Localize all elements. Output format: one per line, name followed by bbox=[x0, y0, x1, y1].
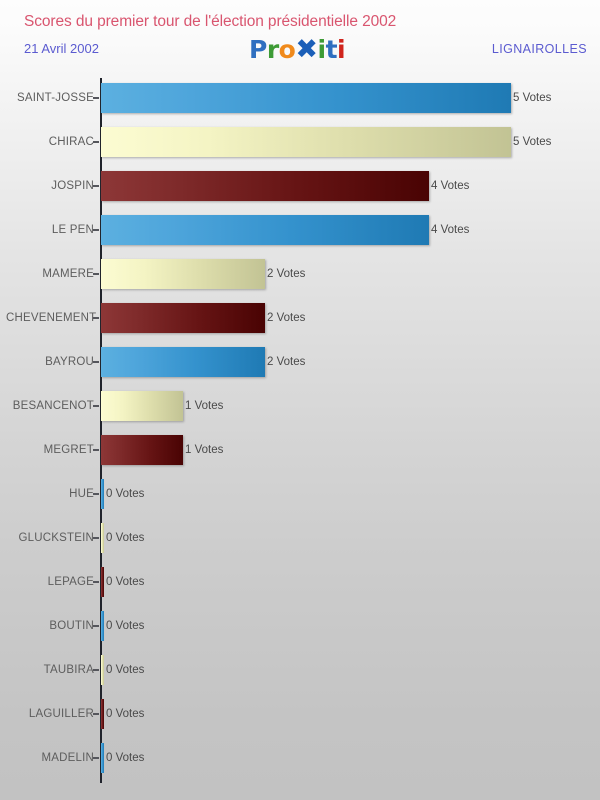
vote-count-label: 4 Votes bbox=[431, 180, 470, 192]
vote-bar[interactable] bbox=[101, 743, 104, 773]
axis-tick bbox=[93, 581, 99, 583]
logo-letter-3: ✖ bbox=[295, 34, 318, 65]
axis-tick bbox=[93, 405, 99, 407]
axis-tick bbox=[93, 185, 99, 187]
candidate-label-madelin: MADELIN bbox=[41, 752, 94, 764]
bar-row: BOUTIN 0 Votes bbox=[0, 611, 600, 641]
vote-bar[interactable] bbox=[101, 83, 511, 113]
candidate-label-mamere: MAMERE bbox=[42, 268, 94, 280]
vote-count-label: 0 Votes bbox=[106, 620, 145, 632]
proxiti-logo: Pro✖iti bbox=[249, 34, 346, 65]
vote-count-label: 0 Votes bbox=[106, 488, 145, 500]
bar-row: MAMERE 2 Votes bbox=[0, 259, 600, 289]
axis-tick bbox=[93, 449, 99, 451]
vote-count-label: 5 Votes bbox=[513, 92, 552, 104]
vote-count-label: 1 Votes bbox=[185, 444, 224, 456]
candidate-label-boutin: BOUTIN bbox=[49, 620, 94, 632]
bar-row: BAYROU 2 Votes bbox=[0, 347, 600, 377]
vote-count-label: 5 Votes bbox=[513, 136, 552, 148]
axis-tick bbox=[93, 361, 99, 363]
axis-tick bbox=[93, 493, 99, 495]
logo-letter-0: P bbox=[249, 35, 267, 64]
axis-tick bbox=[93, 757, 99, 759]
vote-count-label: 2 Votes bbox=[267, 356, 306, 368]
bar-row: BESANCENOT 1 Votes bbox=[0, 391, 600, 421]
candidate-label-bayrou: BAYROU bbox=[45, 356, 94, 368]
logo-letter-2: o bbox=[278, 35, 296, 64]
page-title: Scores du premier tour de l'élection pré… bbox=[24, 13, 397, 30]
axis-tick bbox=[93, 141, 99, 143]
plot-area: SAINT-JOSSE 5 Votes CHIRAC 5 Votes JOSPIN 4 V… bbox=[0, 78, 600, 800]
bar-row: SAINT-JOSSE 5 Votes bbox=[0, 83, 600, 113]
candidate-label-le-pen: LE PEN bbox=[51, 224, 94, 236]
bar-row: CHEVENEMENT 2 Votes bbox=[0, 303, 600, 333]
candidate-label-saint-josse: SAINT-JOSSE bbox=[17, 92, 94, 104]
logo-letter-4: i bbox=[317, 35, 326, 64]
axis-tick bbox=[93, 713, 99, 715]
bar-row: LE PEN 4 Votes bbox=[0, 215, 600, 245]
axis-tick bbox=[93, 97, 99, 99]
vote-count-label: 0 Votes bbox=[106, 708, 145, 720]
vote-count-label: 0 Votes bbox=[106, 576, 145, 588]
bar-row: MADELIN 0 Votes bbox=[0, 743, 600, 773]
candidate-label-jospin: JOSPIN bbox=[51, 180, 94, 192]
vote-count-label: 2 Votes bbox=[267, 268, 306, 280]
bar-row: CHIRAC 5 Votes bbox=[0, 127, 600, 157]
bar-row: TAUBIRA 0 Votes bbox=[0, 655, 600, 685]
vote-bar[interactable] bbox=[101, 523, 104, 553]
bar-row: JOSPIN 4 Votes bbox=[0, 171, 600, 201]
vote-bar[interactable] bbox=[101, 655, 104, 685]
chart-header: Scores du premier tour de l'élection pré… bbox=[0, 0, 600, 78]
vote-bar[interactable] bbox=[101, 127, 511, 157]
bar-row: LAGUILLER 0 Votes bbox=[0, 699, 600, 729]
vote-bar[interactable] bbox=[101, 479, 104, 509]
vote-count-label: 4 Votes bbox=[431, 224, 470, 236]
logo-letter-1: r bbox=[266, 35, 279, 64]
candidate-label-taubira: TAUBIRA bbox=[43, 664, 94, 676]
vote-count-label: 0 Votes bbox=[106, 664, 145, 676]
axis-tick bbox=[93, 317, 99, 319]
value-axis-line bbox=[100, 78, 102, 783]
axis-tick bbox=[93, 229, 99, 231]
vote-count-label: 2 Votes bbox=[267, 312, 306, 324]
vote-bar[interactable] bbox=[101, 303, 265, 333]
candidate-label-megret: MEGRET bbox=[43, 444, 94, 456]
vote-bar[interactable] bbox=[101, 435, 183, 465]
candidate-label-laguiller: LAGUILLER bbox=[28, 708, 94, 720]
vote-bar[interactable] bbox=[101, 391, 183, 421]
candidate-label-chirac: CHIRAC bbox=[48, 136, 94, 148]
election-date-label: 21 Avril 2002 bbox=[24, 41, 99, 56]
axis-tick bbox=[93, 537, 99, 539]
logo-letter-5: t bbox=[325, 35, 338, 64]
axis-tick bbox=[93, 669, 99, 671]
vote-bar[interactable] bbox=[101, 567, 104, 597]
vote-count-label: 0 Votes bbox=[106, 532, 145, 544]
bar-row: LEPAGE 0 Votes bbox=[0, 567, 600, 597]
candidate-label-chevenement: CHEVENEMENT bbox=[6, 312, 97, 324]
axis-tick bbox=[93, 625, 99, 627]
bar-row: MEGRET 1 Votes bbox=[0, 435, 600, 465]
candidate-label-hue: HUE bbox=[69, 488, 94, 500]
logo-letter-6: i bbox=[337, 35, 346, 64]
vote-bar[interactable] bbox=[101, 347, 265, 377]
axis-tick bbox=[93, 273, 99, 275]
vote-bar[interactable] bbox=[101, 215, 429, 245]
candidate-label-gluckstein: GLUCKSTEIN bbox=[18, 532, 94, 544]
vote-bar[interactable] bbox=[101, 171, 429, 201]
city-name-label: LIGNAIROLLES bbox=[491, 42, 587, 56]
bar-row: GLUCKSTEIN 0 Votes bbox=[0, 523, 600, 553]
candidate-label-besancenot: BESANCENOT bbox=[12, 400, 94, 412]
vote-count-label: 1 Votes bbox=[185, 400, 224, 412]
vote-bar[interactable] bbox=[101, 611, 104, 641]
vote-bar[interactable] bbox=[101, 699, 104, 729]
candidate-label-lepage: LEPAGE bbox=[47, 576, 94, 588]
bar-row: HUE 0 Votes bbox=[0, 479, 600, 509]
vote-bar[interactable] bbox=[101, 259, 265, 289]
vote-count-label: 0 Votes bbox=[106, 752, 145, 764]
